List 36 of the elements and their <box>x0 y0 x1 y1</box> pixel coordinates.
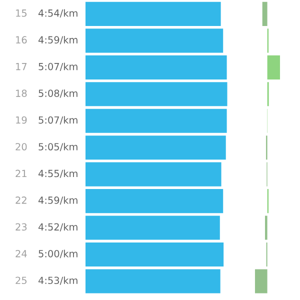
bar <box>86 136 226 160</box>
bar <box>254 269 268 294</box>
y-tick-label: 22 <box>16 196 26 204</box>
data-label: 4:54/km <box>38 9 78 18</box>
y-tick-label: 18 <box>16 90 27 97</box>
data-label: 5:07/km <box>38 62 78 72</box>
y-tick-label: 23 <box>16 223 27 231</box>
y-tick-label: 15 <box>16 10 27 17</box>
data-label: 5:08/km <box>38 89 78 98</box>
bar <box>86 269 220 294</box>
bar <box>86 108 227 133</box>
bar <box>86 2 221 26</box>
data-label: 4:53/km <box>38 276 78 285</box>
bar <box>86 242 224 267</box>
bar <box>262 2 268 26</box>
bar <box>267 55 280 80</box>
bar <box>86 28 224 53</box>
data-label: 4:59/km <box>38 196 78 205</box>
bar <box>86 189 224 214</box>
y-tick-label: 24 <box>16 250 27 258</box>
y-tick-label: 21 <box>16 170 26 178</box>
bar <box>86 162 222 186</box>
y-tick-label: 19 <box>16 116 27 124</box>
data-label: 4:55/km <box>38 170 78 178</box>
y-tick-label: 20 <box>16 143 27 150</box>
data-label: 5:07/km <box>38 116 78 124</box>
y-tick-label: 16 <box>16 36 27 44</box>
bar <box>86 216 220 240</box>
y-tick-label: 25 <box>16 276 27 284</box>
data-label: 5:05/km <box>38 142 78 152</box>
bar <box>86 55 227 80</box>
data-label: 4:59/km <box>38 36 78 44</box>
y-tick-label: 17 <box>16 63 27 70</box>
data-label: 4:52/km <box>38 223 78 232</box>
bar <box>86 82 228 106</box>
data-label: 5:00/km <box>38 250 78 258</box>
